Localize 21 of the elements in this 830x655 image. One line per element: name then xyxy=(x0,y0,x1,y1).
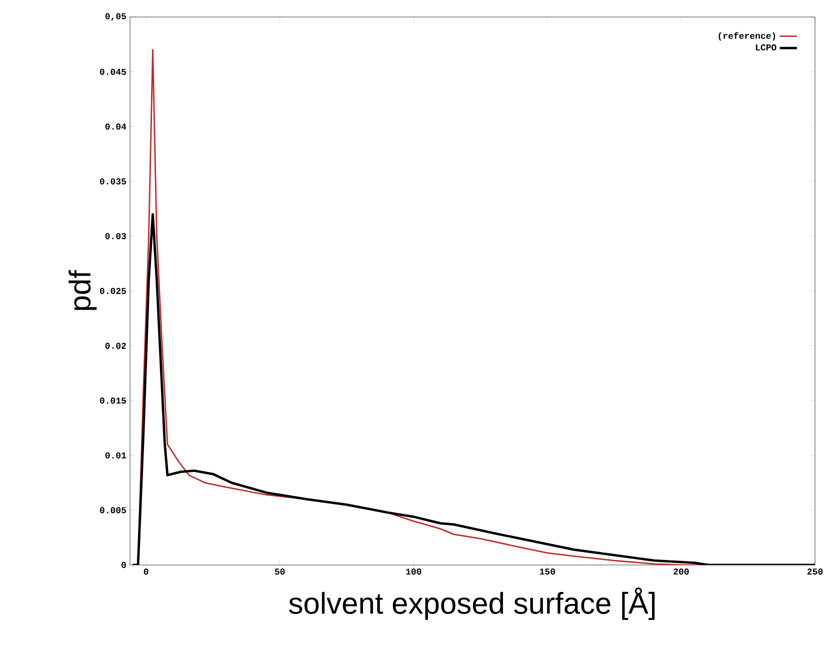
x-tick-label: 100 xyxy=(406,568,422,575)
x-tick-label: 200 xyxy=(674,568,689,575)
y-tick-label: 0.045 xyxy=(100,68,126,75)
y-tick-label: 0 xyxy=(122,562,126,568)
x-tick-label: 150 xyxy=(540,568,555,575)
y-tick-label: 0.04 xyxy=(105,124,126,130)
legend-label: (reference) xyxy=(718,32,776,41)
x-tick-label: 50 xyxy=(274,568,285,575)
y-tick-label: 0.005 xyxy=(100,507,126,514)
legend-label: LCPO xyxy=(756,44,776,50)
y-tick-label: 0,05 xyxy=(105,13,126,21)
y-tick-label: 0.035 xyxy=(100,178,126,184)
x-tick-label: 0 xyxy=(144,568,148,575)
y-tick-label: 0.025 xyxy=(100,288,126,294)
y-tick-label: 0.03 xyxy=(105,233,126,240)
x-tick-label: 250 xyxy=(807,568,823,575)
y-tick-label: 0.02 xyxy=(105,342,126,349)
x-axis-title: solvent exposed surface [Å] xyxy=(289,587,655,620)
y-axis-title: pdf xyxy=(68,270,97,310)
y-tick-label: 0.015 xyxy=(100,398,126,404)
y-tick-label: 0.01 xyxy=(105,452,126,458)
